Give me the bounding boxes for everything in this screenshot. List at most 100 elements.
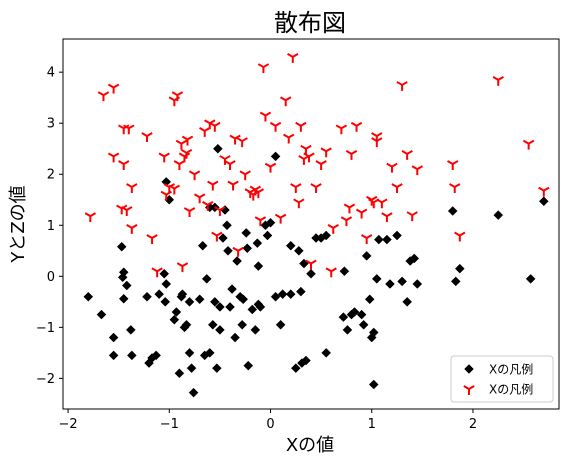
data-point [358,319,369,330]
data-point [492,75,504,86]
data-point [301,355,311,366]
data-point [232,256,242,266]
data-point [107,152,120,163]
data-point [241,228,252,238]
y-tick-label: −1 [36,321,55,336]
data-point [339,266,350,277]
chart-title: 散布図 [274,9,346,37]
data-point [293,198,305,209]
data-point [338,312,349,322]
data-point [176,262,189,273]
data-point [184,296,195,307]
data-point [202,200,214,211]
data-point [321,230,332,241]
data-point [118,160,130,171]
data-point [242,243,253,254]
data-point [207,180,219,191]
data-point [121,280,132,291]
data-point [230,332,240,343]
data-point [181,135,194,146]
data-point [243,360,254,371]
data-point [396,81,408,91]
data-point [161,279,172,289]
data-point [454,231,466,242]
data-point [371,132,383,142]
legend-marker [464,364,474,374]
data-point [181,319,192,330]
legend: Xの凡例 Xの凡例 [450,355,554,403]
data-point [368,327,379,338]
data-point [250,325,261,335]
data-point [116,241,127,252]
data-point [368,379,379,390]
x-tick-label: 2 [469,417,477,432]
y-tick-label: 4 [47,66,55,81]
data-point [118,267,129,278]
y-tick-label: −2 [36,372,55,387]
data-point [270,151,281,162]
data-point [450,276,461,287]
y-tick-label: 2 [47,168,55,183]
data-point [118,293,129,304]
data-point [215,325,225,335]
data-point [320,147,332,158]
data-point [146,234,158,245]
data-point [158,152,170,163]
data-point [193,193,206,204]
data-point [169,314,180,325]
data-point [123,124,135,135]
data-point [232,246,244,257]
data-point [401,149,413,160]
data-point [126,183,138,193]
data-point [262,230,273,241]
data-point [295,121,307,132]
data-point [121,206,133,216]
data-point [376,198,388,209]
data-point [397,276,407,287]
legend-entry-1: Xの凡例 [464,363,533,377]
data-point [126,350,137,361]
x-tick-label: −2 [58,417,77,432]
data-point [168,184,181,195]
data-point [188,170,201,181]
data-point [327,223,339,234]
data-point [247,304,258,315]
data-point [151,267,163,278]
data-point [239,170,251,181]
data-point [306,268,316,279]
data-point [412,279,423,289]
data-point [171,91,184,102]
data-point [142,291,152,302]
data-point [373,234,384,245]
data-point [211,231,223,242]
data-point [237,319,248,330]
x-tick-label: 1 [368,417,376,432]
series-1 [83,143,549,398]
data-point [83,291,94,302]
data-point [296,286,306,297]
data-point [223,245,233,256]
data-point [382,234,392,245]
data-point [154,289,165,300]
data-point [171,307,182,317]
data-point [411,165,423,176]
data-point [391,183,403,193]
data-point [107,83,120,94]
data-point [406,211,418,222]
legend-marker [463,385,475,395]
data-point [229,134,241,145]
data-point [454,263,465,274]
data-point [303,152,315,163]
data-point [283,133,295,144]
data-point [215,302,225,312]
data-point [392,230,402,241]
data-point [214,206,226,216]
data-point [447,160,459,171]
data-point [160,190,172,201]
data-point [253,261,264,271]
data-point [385,279,395,289]
data-point [224,160,236,171]
data-point [252,238,263,248]
data-point [184,348,195,358]
